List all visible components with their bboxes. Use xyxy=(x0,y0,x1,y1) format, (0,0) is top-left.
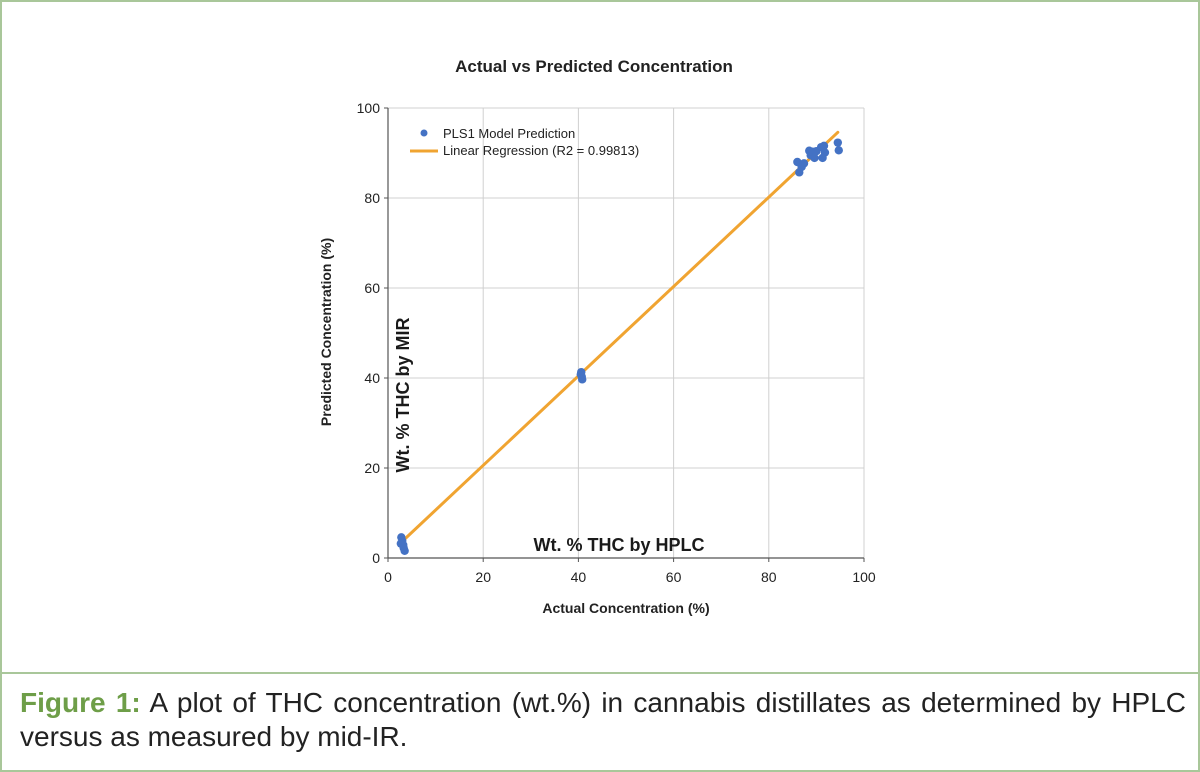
x-tick-label: 20 xyxy=(475,569,491,585)
data-point xyxy=(833,138,843,147)
data-point xyxy=(834,146,843,155)
x-axis-title: Actual Concentration (%) xyxy=(542,600,709,616)
x-tick-label: 80 xyxy=(761,569,777,585)
data-point xyxy=(819,141,829,150)
legend-marker-points xyxy=(420,129,428,137)
legend: PLS1 Model Prediction Linear Regression … xyxy=(410,126,639,158)
x-tick-label: 0 xyxy=(384,569,392,585)
regression-line-layer xyxy=(399,130,840,544)
scatter-chart: 0 20 40 60 80 100 0 20 40 60 80 100 Actual vs Predi… xyxy=(318,57,876,616)
x-tick-label: 40 xyxy=(571,569,587,585)
overlay-label-hplc: Wt. % THC by HPLC xyxy=(534,535,705,555)
legend-label-points: PLS1 Model Prediction xyxy=(443,126,575,141)
y-tick-label: 80 xyxy=(364,190,380,206)
y-tick-label: 60 xyxy=(364,280,380,296)
axis-layer xyxy=(387,108,864,559)
x-tick-label: 100 xyxy=(852,569,876,585)
legend-label-line: Linear Regression (R2 = 0.99813) xyxy=(443,143,639,158)
chart-title: Actual vs Predicted Concentration xyxy=(455,57,733,76)
overlay-label-mir: Wt. % THC by MIR xyxy=(393,318,413,473)
caption-text: A plot of THC concentration (wt.%) in ca… xyxy=(20,687,1187,752)
tick-labels: 0 20 40 60 80 100 0 20 40 60 80 100 xyxy=(357,100,876,585)
data-point xyxy=(396,539,406,548)
y-tick-label: 20 xyxy=(364,460,380,476)
regression-line xyxy=(399,130,840,544)
grid-layer xyxy=(388,107,865,558)
y-tick-label: 0 xyxy=(372,550,380,566)
data-point xyxy=(576,370,585,379)
y-tick-label: 100 xyxy=(357,100,381,116)
y-axis-title: Predicted Concentration (%) xyxy=(318,238,334,426)
data-points-layer xyxy=(396,138,843,555)
caption-label: Figure 1: xyxy=(20,687,141,718)
figure-caption: Figure 1: A plot of THC concentration (w… xyxy=(20,686,1186,754)
data-point xyxy=(799,159,809,168)
data-point xyxy=(820,148,830,157)
x-tick-label: 60 xyxy=(666,569,682,585)
data-point xyxy=(810,153,819,163)
data-point xyxy=(400,546,409,555)
y-tick-label: 40 xyxy=(364,370,380,386)
caption-divider xyxy=(2,672,1200,674)
